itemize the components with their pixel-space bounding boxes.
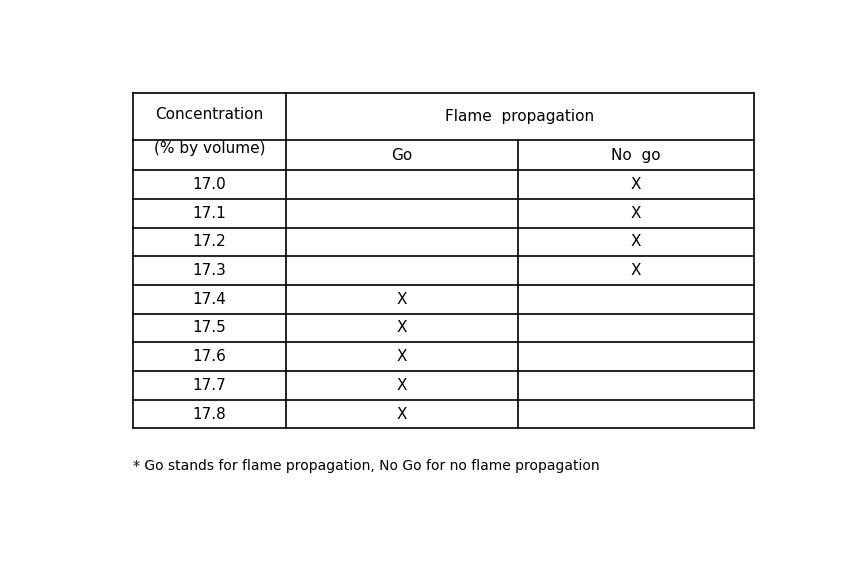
Text: X: X xyxy=(631,263,641,278)
Text: X: X xyxy=(397,406,407,422)
Text: 17.5: 17.5 xyxy=(193,320,226,335)
Text: Go: Go xyxy=(391,148,412,163)
Text: * Go stands for flame propagation, No Go for no flame propagation: * Go stands for flame propagation, No Go… xyxy=(133,459,600,473)
Text: No  go: No go xyxy=(612,148,661,163)
Text: X: X xyxy=(397,378,407,393)
Text: X: X xyxy=(631,206,641,221)
Text: Flame  propagation: Flame propagation xyxy=(445,109,594,124)
Text: X: X xyxy=(397,292,407,307)
Text: X: X xyxy=(631,177,641,192)
Text: 17.1: 17.1 xyxy=(193,206,226,221)
Text: 17.0: 17.0 xyxy=(193,177,226,192)
Text: 17.6: 17.6 xyxy=(193,349,226,364)
Text: Concentration

(% by volume): Concentration (% by volume) xyxy=(154,107,265,156)
Text: 17.2: 17.2 xyxy=(193,234,226,249)
Text: 17.3: 17.3 xyxy=(193,263,226,278)
Text: X: X xyxy=(397,320,407,335)
Text: X: X xyxy=(397,349,407,364)
Text: X: X xyxy=(631,234,641,249)
Text: 17.4: 17.4 xyxy=(193,292,226,307)
Text: 17.7: 17.7 xyxy=(193,378,226,393)
Text: 17.8: 17.8 xyxy=(193,406,226,422)
